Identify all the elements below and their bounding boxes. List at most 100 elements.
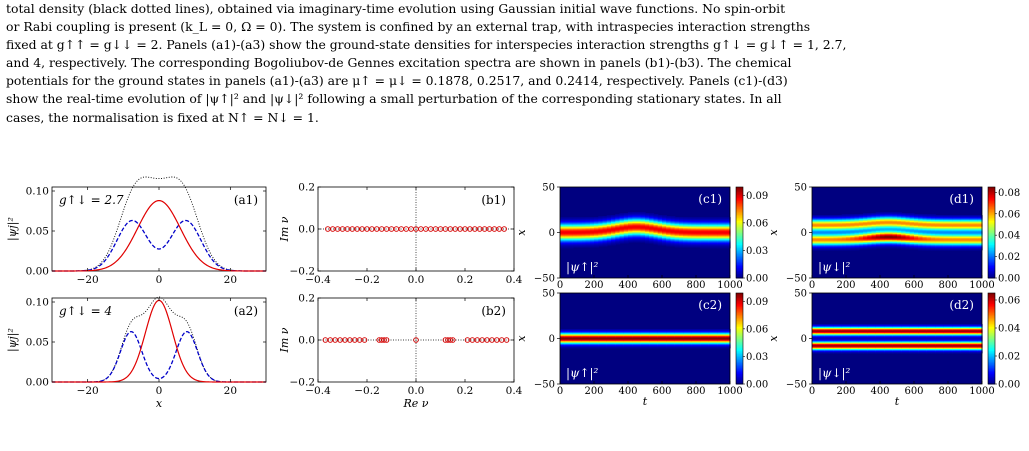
heatmap-cell <box>888 222 894 224</box>
heatmap-cell <box>863 221 868 223</box>
heatmap-cell <box>585 241 591 243</box>
heatmap-cell <box>581 340 587 342</box>
heatmap-cell <box>713 345 718 347</box>
heatmap-cell <box>598 339 604 341</box>
heatmap-cell <box>619 340 625 342</box>
heatmap-cell <box>653 229 659 231</box>
heatmap-cell <box>926 229 932 231</box>
heatmap-cell <box>858 324 864 326</box>
heatmap-cell <box>564 221 570 223</box>
heatmap-cell <box>939 348 945 350</box>
heatmap-cell <box>666 230 672 232</box>
heatmap-cell <box>577 230 582 232</box>
heatmap-cell <box>939 228 945 230</box>
heatmap-cell <box>952 246 958 248</box>
heatmap-cell <box>653 334 659 336</box>
heatmap-cell <box>897 339 902 341</box>
heatmap-cell <box>708 217 714 219</box>
heatmap-cell <box>812 351 817 353</box>
heatmap-cell <box>871 340 877 342</box>
heatmap-cell <box>653 346 659 348</box>
heatmap-cell <box>841 334 847 336</box>
heatmap-cell <box>905 225 911 227</box>
heatmap-cell <box>713 233 718 235</box>
heatmap-cell <box>691 330 697 332</box>
heatmap-cell <box>943 324 949 326</box>
heatmap-cell <box>973 329 979 331</box>
heatmap-cell <box>585 225 591 227</box>
heatmap-cell <box>628 233 633 235</box>
heatmap-cell <box>829 335 834 337</box>
heatmap-cell <box>564 243 570 245</box>
heatmap-cell <box>657 332 663 334</box>
heatmap-cell <box>960 219 966 221</box>
heatmap-cell <box>931 327 936 329</box>
colorbar-segment <box>988 188 995 191</box>
heatmap-cell <box>935 217 941 219</box>
heatmap-cell <box>725 232 731 234</box>
heatmap-cell <box>965 222 970 224</box>
heatmap-cell <box>863 215 868 217</box>
heatmap-cell <box>585 230 591 232</box>
heatmap-cell <box>640 224 646 226</box>
heatmap-cell <box>846 328 851 330</box>
heatmap-cell <box>829 337 834 339</box>
heatmap-cell <box>619 242 625 244</box>
heatmap-cell <box>670 229 676 231</box>
heatmap-cell <box>867 231 873 233</box>
heatmap-cell <box>909 224 915 226</box>
heatmap-cell <box>662 343 667 345</box>
heatmap-cell <box>704 238 710 240</box>
heatmap-cell <box>939 235 945 237</box>
heatmap-cell <box>683 342 689 344</box>
heatmap-cell <box>948 326 953 328</box>
heatmap-cell <box>909 329 915 331</box>
heatmap-cell <box>820 237 826 239</box>
heatmap-cell <box>577 225 582 227</box>
heatmap-cell <box>674 346 680 348</box>
heatmap-cell <box>670 330 676 332</box>
heatmap-cell <box>948 339 953 341</box>
heatmap-cell <box>875 225 881 227</box>
heatmap-cell <box>829 230 834 232</box>
heatmap-cell <box>948 246 953 248</box>
heatmap-cell <box>884 231 890 233</box>
heatmap-cell <box>909 222 915 224</box>
heatmap-cell <box>683 228 689 230</box>
heatmap-cell <box>905 245 911 247</box>
heatmap-cell <box>922 348 928 350</box>
heatmap-cell <box>935 215 941 217</box>
heatmap-cell <box>585 227 591 229</box>
heatmap-cell <box>922 351 928 353</box>
heatmap-cell <box>708 347 714 349</box>
heatmap-cell <box>935 343 941 345</box>
heatmap-cell <box>598 220 604 222</box>
heatmap-cell <box>863 345 868 347</box>
heatmap-cell <box>931 231 936 233</box>
heatmap-cell <box>820 329 826 331</box>
heatmap-cell <box>939 340 945 342</box>
heatmap-cell <box>909 343 915 345</box>
heatmap-cell <box>948 332 953 334</box>
heatmap-cell <box>662 346 667 348</box>
heatmap-cell <box>875 237 881 239</box>
heatmap-cell <box>948 221 953 223</box>
heatmap-cell <box>708 225 714 227</box>
colorbar-segment <box>988 276 995 279</box>
heatmap-cell <box>708 346 714 348</box>
heatmap-cell <box>935 232 941 234</box>
heatmap-cell <box>829 222 834 224</box>
heatmap-cell <box>598 218 604 220</box>
heatmap-cell <box>943 230 949 232</box>
caption-line: potentials for the ground states in pane… <box>6 73 788 89</box>
heatmap-cell <box>691 241 697 243</box>
heatmap-cell <box>922 222 928 224</box>
heatmap-cell <box>935 331 941 333</box>
heatmap-cell <box>833 216 839 218</box>
heatmap-cell <box>846 342 851 344</box>
heatmap-cell <box>696 338 701 340</box>
heatmap-cell <box>905 232 911 234</box>
heatmap-cell <box>858 331 864 333</box>
heatmap-cell <box>649 228 655 230</box>
heatmap-cell <box>863 328 868 330</box>
